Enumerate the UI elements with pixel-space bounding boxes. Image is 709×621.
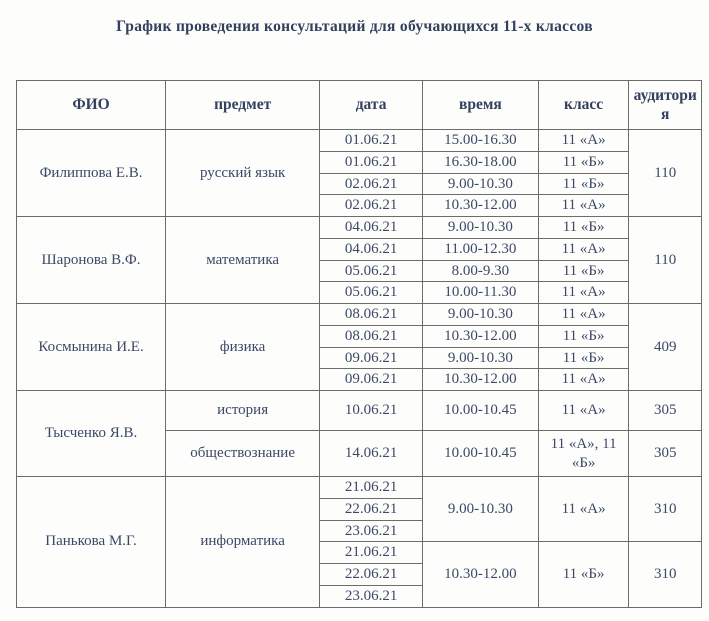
class-cell: 11 «А»	[537, 194, 630, 217]
class-cell: 11 «А»	[537, 303, 630, 326]
consultation-schedule-table: ФИО предмет дата время класс аудитория Ф…	[15, 80, 702, 608]
table-row: 23.06.21	[17, 584, 702, 608]
table-row: 22.06.21	[17, 563, 702, 586]
room-cell: 110	[628, 129, 702, 217]
class-cell: 11 «А»	[537, 390, 630, 431]
date-cell: 02.06.21	[319, 172, 423, 196]
room-cell: 305	[628, 430, 702, 477]
date-cell: 04.06.21	[319, 237, 423, 261]
date-cell: 23.06.21	[319, 584, 423, 608]
class-cell: 11 «А»	[537, 475, 630, 543]
header-class: класс	[537, 80, 630, 130]
table-row: Космынина И.Е. физика 08.06.21 9.00-10.3…	[15, 303, 702, 391]
subject-cell: обществознание	[165, 430, 321, 477]
time-cell: 9.00-10.30	[421, 172, 539, 196]
table-row: Тысченко Я.В. история 10.06.21 10.00-10.…	[15, 390, 702, 477]
time-cell: 10.00-10.45	[421, 390, 539, 431]
teacher-cell: Шаронова В.Ф.	[15, 216, 167, 304]
table-row: 08.06.21 10.30-12.00 11 «Б»	[17, 324, 702, 348]
subject-cell: история	[165, 390, 321, 431]
table-row: обществознание 14.06.21 10.00-10.45 11 «…	[17, 430, 702, 477]
date-cell: 10.06.21	[319, 390, 423, 431]
header-time: время	[421, 80, 539, 130]
room-cell: 110	[628, 216, 702, 304]
class-cell: 11 «А»	[537, 237, 630, 261]
date-cell: 02.06.21	[319, 194, 423, 217]
date-cell: 08.06.21	[319, 324, 423, 348]
table-row: 23.06.21	[17, 519, 702, 543]
table-row: 02.06.21 9.00-10.30 11 «Б»	[17, 172, 702, 196]
table-row: 05.06.21 8.00-9.30 11 «Б»	[17, 259, 702, 283]
room-cell: 310	[628, 475, 702, 543]
teacher-cell: Тысченко Я.В.	[15, 390, 167, 477]
time-cell: 10.30-12.00	[421, 541, 539, 608]
date-cell: 09.06.21	[319, 346, 423, 370]
date-cell: 23.06.21	[319, 519, 423, 543]
date-cell: 05.06.21	[319, 259, 423, 283]
date-cell: 05.06.21	[319, 281, 423, 304]
table-row: 09.06.21 9.00-10.30 11 «Б»	[17, 346, 702, 370]
time-cell: 16.30-18.00	[421, 150, 539, 174]
date-cell: 21.06.21	[319, 476, 423, 499]
room-cell: 305	[628, 390, 702, 431]
time-cell: 11.00-12.30	[421, 237, 539, 261]
table-row: 21.06.21 10.30-12.00 11 «Б» 310	[17, 541, 702, 608]
table-header-row: ФИО предмет дата время класс аудитория	[15, 80, 702, 130]
header-room: аудитория	[628, 80, 702, 130]
room-cell: 409	[628, 303, 702, 391]
date-cell: 01.06.21	[319, 150, 423, 174]
date-cell: 14.06.21	[319, 430, 423, 477]
time-cell: 10.30-12.00	[421, 324, 539, 348]
class-cell: 11 «Б»	[537, 541, 630, 608]
date-cell: 08.06.21	[319, 303, 423, 326]
time-cell: 9.00-10.30	[421, 475, 539, 543]
table-row: Шаронова В.Ф. математика 04.06.21 9.00-1…	[15, 216, 702, 304]
class-cell: 11 «А»	[537, 368, 630, 391]
time-cell: 15.00-16.30	[421, 129, 539, 152]
time-cell: 9.00-10.30	[421, 216, 539, 239]
class-cell: 11 «Б»	[537, 346, 630, 370]
class-cell: 11 «Б»	[537, 324, 630, 348]
subject-cell: русский язык	[165, 129, 321, 217]
date-cell: 21.06.21	[319, 541, 423, 564]
date-cell: 22.06.21	[319, 497, 423, 521]
class-cell: 11 «А», 11 «Б»	[537, 430, 630, 477]
page-title: График проведения консультаций для обуча…	[116, 18, 593, 35]
subject-cell: физика	[165, 303, 321, 391]
time-cell: 8.00-9.30	[421, 259, 539, 283]
class-cell: 11 «Б»	[537, 259, 630, 283]
date-cell: 01.06.21	[319, 129, 423, 152]
date-cell: 04.06.21	[319, 216, 423, 239]
class-cell: 11 «А»	[537, 129, 630, 152]
time-cell: 9.00-10.30	[421, 346, 539, 370]
subject-cell: математика	[165, 216, 321, 304]
teacher-cell: Панькова М.Г.	[15, 476, 167, 608]
date-cell: 22.06.21	[319, 563, 423, 586]
table-row: Филиппова Е.В. русский язык 01.06.21 15.…	[15, 129, 702, 217]
time-cell: 10.30-12.00	[421, 194, 539, 217]
date-cell: 09.06.21	[319, 368, 423, 391]
class-cell: 11 «А»	[537, 281, 630, 304]
table-row: 09.06.21 10.30-12.00 11 «А»	[17, 368, 702, 391]
table-row: 05.06.21 10.00-11.30 11 «А»	[17, 281, 702, 304]
table-row: Панькова М.Г. информатика 21.06.21 9.00-…	[15, 475, 702, 608]
room-cell: 310	[628, 541, 702, 608]
time-cell: 10.00-10.45	[421, 430, 539, 477]
header-date: дата	[319, 80, 423, 130]
subject-cell: информатика	[165, 476, 321, 608]
time-cell: 10.00-11.30	[421, 281, 539, 304]
header-subject: предмет	[165, 80, 321, 130]
class-cell: 11 «Б»	[537, 150, 630, 174]
header-fio: ФИО	[15, 80, 167, 130]
teacher-cell: Филиппова Е.В.	[15, 129, 167, 217]
table-row: 04.06.21 11.00-12.30 11 «А»	[17, 237, 702, 261]
time-cell: 9.00-10.30	[421, 303, 539, 326]
class-cell: 11 «Б»	[537, 216, 630, 239]
table-row: 22.06.21	[17, 497, 702, 521]
class-cell: 11 «Б»	[537, 172, 630, 196]
teacher-cell: Космынина И.Е.	[15, 303, 167, 391]
time-cell: 10.30-12.00	[421, 368, 539, 391]
